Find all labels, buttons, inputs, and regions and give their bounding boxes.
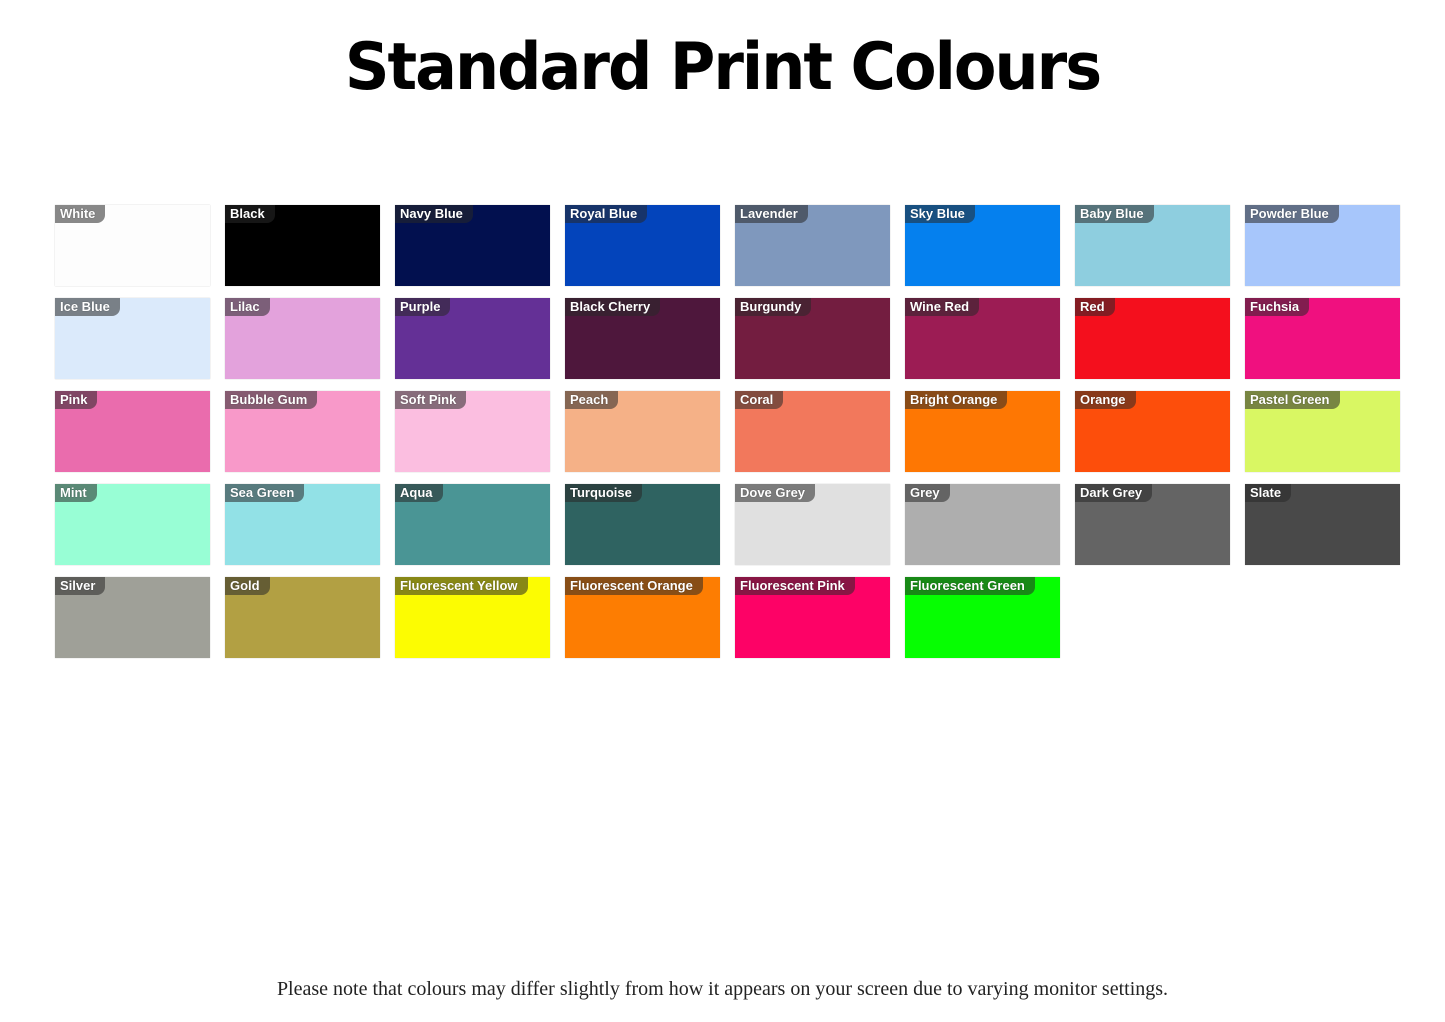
colour-swatch: Dove Grey xyxy=(735,484,890,565)
colour-label: Dark Grey xyxy=(1075,484,1153,502)
colour-label: Pastel Green xyxy=(1245,391,1340,409)
colour-swatch: Peach xyxy=(565,391,720,472)
colour-label: Coral xyxy=(735,391,784,409)
colour-label: Fluorescent Pink xyxy=(735,577,855,595)
colour-swatch: Sky Blue xyxy=(905,205,1060,286)
colour-swatch: Bubble Gum xyxy=(225,391,380,472)
colour-swatch: Ice Blue xyxy=(55,298,210,379)
colour-swatch: Dark Grey xyxy=(1075,484,1230,565)
colour-label: Red xyxy=(1075,298,1115,316)
colour-label: Turquoise xyxy=(565,484,642,502)
colour-swatch-grid: White Black Navy Blue Royal Blue Lavender Sky… xyxy=(55,205,1400,658)
disclaimer-note: Please note that colours may differ slig… xyxy=(276,978,1169,1000)
colour-label: Wine Red xyxy=(905,298,980,316)
colour-label: Navy Blue xyxy=(395,205,473,223)
colour-swatch: Pink xyxy=(55,391,210,472)
colour-label: Black Cherry xyxy=(565,298,661,316)
colour-label: Bright Orange xyxy=(905,391,1008,409)
colour-swatch: Sea Green xyxy=(225,484,380,565)
colour-swatch: Silver xyxy=(55,577,210,658)
colour-label: Slate xyxy=(1245,484,1292,502)
colour-swatch: Orange xyxy=(1075,391,1230,472)
colour-swatch: Fluorescent Green xyxy=(905,577,1060,658)
colour-label: Baby Blue xyxy=(1075,205,1154,223)
colour-label: Lavender xyxy=(735,205,808,223)
colour-swatch: Coral xyxy=(735,391,890,472)
colour-swatch: Wine Red xyxy=(905,298,1060,379)
colour-label: Silver xyxy=(55,577,106,595)
colour-swatch: Black xyxy=(225,205,380,286)
colour-label: Purple xyxy=(395,298,451,316)
colour-swatch: Slate xyxy=(1245,484,1400,565)
colour-swatch: Bright Orange xyxy=(905,391,1060,472)
colour-swatch: Soft Pink xyxy=(395,391,550,472)
colour-label: Fluorescent Green xyxy=(905,577,1035,595)
colour-swatch: Pastel Green xyxy=(1245,391,1400,472)
colour-label: Peach xyxy=(565,391,619,409)
colour-swatch: White xyxy=(55,205,210,286)
colour-swatch: Burgundy xyxy=(735,298,890,379)
colour-label: Black xyxy=(225,205,275,223)
colour-swatch: Fluorescent Pink xyxy=(735,577,890,658)
colour-label: Sky Blue xyxy=(905,205,975,223)
colour-swatch: Grey xyxy=(905,484,1060,565)
colour-label: Soft Pink xyxy=(395,391,467,409)
page-title: Standard Print Colours xyxy=(344,28,1102,105)
colour-swatch: Gold xyxy=(225,577,380,658)
colour-swatch: Fluorescent Yellow xyxy=(395,577,550,658)
colour-label: Fuchsia xyxy=(1245,298,1310,316)
colour-label: Dove Grey xyxy=(735,484,816,502)
colour-swatch: Navy Blue xyxy=(395,205,550,286)
colour-swatch: Lilac xyxy=(225,298,380,379)
colour-label: Pink xyxy=(55,391,98,409)
colour-label: Royal Blue xyxy=(565,205,648,223)
colour-swatch: Baby Blue xyxy=(1075,205,1230,286)
colour-label: Lilac xyxy=(225,298,270,316)
colour-swatch: Red xyxy=(1075,298,1230,379)
colour-label: Gold xyxy=(225,577,270,595)
colour-swatch: Powder Blue xyxy=(1245,205,1400,286)
colour-swatch: Black Cherry xyxy=(565,298,720,379)
colour-label: White xyxy=(55,205,106,223)
colour-label: Fluorescent Orange xyxy=(565,577,703,595)
colour-label: Aqua xyxy=(395,484,443,502)
colour-label: Grey xyxy=(905,484,950,502)
colour-swatch: Turquoise xyxy=(565,484,720,565)
colour-swatch: Fluorescent Orange xyxy=(565,577,720,658)
colour-swatch: Fuchsia xyxy=(1245,298,1400,379)
colour-label: Bubble Gum xyxy=(225,391,318,409)
colour-label: Ice Blue xyxy=(55,298,120,316)
colour-swatch: Aqua xyxy=(395,484,550,565)
colour-label: Burgundy xyxy=(735,298,812,316)
colour-label: Orange xyxy=(1075,391,1136,409)
colour-swatch: Purple xyxy=(395,298,550,379)
colour-label: Sea Green xyxy=(225,484,305,502)
colour-label: Powder Blue xyxy=(1245,205,1339,223)
colour-label: Mint xyxy=(55,484,97,502)
colour-swatch: Mint xyxy=(55,484,210,565)
colour-swatch: Royal Blue xyxy=(565,205,720,286)
colour-swatch: Lavender xyxy=(735,205,890,286)
colour-label: Fluorescent Yellow xyxy=(395,577,528,595)
